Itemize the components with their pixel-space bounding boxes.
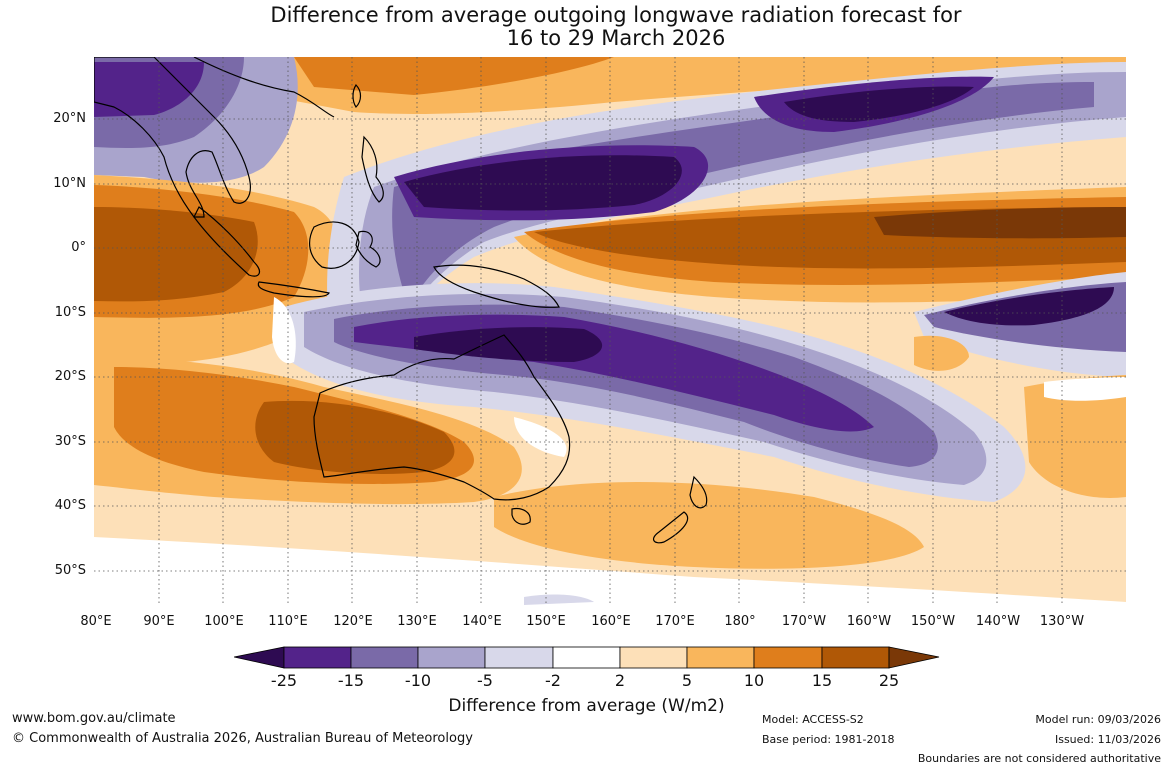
- colorbar-tick-m2: -2: [545, 671, 561, 690]
- borneo-coastline: [308, 221, 360, 269]
- north-australia-darkest: [414, 327, 603, 362]
- lon-label-100e: 100°E: [204, 614, 244, 629]
- lon-label-140w: 140°W: [975, 614, 1021, 629]
- colorbar-tick-2: 2: [614, 671, 626, 690]
- colorbar: [234, 646, 940, 669]
- colorbar-swatch-above-25: [888, 646, 940, 669]
- lon-label-80e: 80°E: [80, 614, 112, 629]
- lat-label-40s: 40°S: [54, 498, 86, 513]
- white-patch-1: [272, 297, 296, 364]
- model-name: Model: ACCESS-S2: [762, 713, 864, 726]
- olr-anomaly-map: [94, 57, 1126, 605]
- colorbar-swatch-10-15: [753, 646, 823, 669]
- colorbar-swatch-15-10: [350, 646, 419, 669]
- lon-label-130e: 130°E: [397, 614, 437, 629]
- lat-label-20n: 20°N: [53, 111, 86, 126]
- australia-coastline: [313, 334, 571, 501]
- lat-label-50s: 50°S: [54, 563, 86, 578]
- new-zealand-coastline: [652, 475, 708, 544]
- lat-label-10s: 10°S: [54, 305, 86, 320]
- lon-label-170e: 170°E: [655, 614, 695, 629]
- lon-label-140e: 140°E: [462, 614, 502, 629]
- colorbar-tick-5: 5: [681, 671, 693, 690]
- lon-label-170w: 170°W: [781, 614, 827, 629]
- southeast-asia-coastline: [94, 57, 251, 218]
- lon-label-120e: 120°E: [333, 614, 373, 629]
- colorbar-tick-10: 10: [743, 671, 765, 690]
- colorbar-tick-m5: -5: [477, 671, 493, 690]
- colorbar-tick-25: 25: [878, 671, 900, 690]
- colorbar-swatch-2-2: [552, 646, 621, 669]
- lat-label-20s: 20°S: [54, 369, 86, 384]
- map-canvas: [94, 57, 1126, 605]
- base-period: Base period: 1981-2018: [762, 733, 895, 746]
- colorbar-swatch-5-2: [484, 646, 554, 669]
- lon-label-150e: 150°E: [526, 614, 566, 629]
- philippines-coastline: [361, 135, 384, 203]
- white-patch-2: [514, 417, 567, 457]
- new-guinea-coastline: [433, 264, 560, 308]
- colorbar-tick-m10: -10: [404, 671, 432, 690]
- tasman-orange: [494, 482, 924, 569]
- equatorial-darkest-brown: [874, 207, 1126, 239]
- lon-label-150w: 150°W: [910, 614, 956, 629]
- java-coastline: [257, 281, 330, 298]
- title-line-1: Difference from average outgoing longwav…: [270, 3, 962, 27]
- lon-label-180: 180°: [724, 614, 756, 629]
- map-title: Difference from average outgoing longwav…: [0, 4, 1173, 50]
- colorbar-swatch-below-25: [234, 646, 285, 669]
- colorbar-title: Difference from average (W/m2): [448, 696, 725, 716]
- lat-label-30s: 30°S: [54, 434, 86, 449]
- lon-label-160w: 160°W: [846, 614, 892, 629]
- colorbar-swatch-25-15: [283, 646, 352, 669]
- lon-label-130w: 130°W: [1039, 614, 1085, 629]
- graticule: [94, 57, 1126, 605]
- east-pacific-darkest: [944, 287, 1114, 326]
- lat-label-0: 0°: [71, 240, 86, 255]
- colorbar-swatch-15-25: [821, 646, 890, 669]
- boundaries-disclaimer: Boundaries are not considered authoritat…: [917, 752, 1161, 765]
- model-run-date: Model run: 09/03/2026: [1035, 713, 1161, 726]
- title-line-2: 16 to 29 March 2026: [506, 26, 726, 50]
- west-brown: [94, 207, 258, 302]
- philippine-sea-darkest: [404, 155, 682, 211]
- lon-label-110e: 110°E: [268, 614, 308, 629]
- colorbar-swatch-10-5: [417, 646, 486, 669]
- lat-label-10n: 10°N: [53, 176, 86, 191]
- tasmania-coastline: [511, 507, 531, 525]
- bom-website-link[interactable]: www.bom.gov.au/climate: [12, 711, 176, 726]
- nw-purple-dark: [94, 62, 204, 117]
- north-pacific-darkest: [784, 86, 974, 122]
- colorbar-tick-15: 15: [811, 671, 833, 690]
- fiji-orange-spot: [914, 335, 969, 371]
- lon-label-160e: 160°E: [591, 614, 631, 629]
- north-band-dark-orange: [294, 57, 614, 95]
- colorbar-swatch-2-5: [619, 646, 688, 669]
- sumatra-coastline: [193, 206, 261, 277]
- south-purple-speck: [524, 594, 594, 605]
- equatorial-purple-light: [359, 72, 1126, 357]
- lon-label-90e: 90°E: [143, 614, 175, 629]
- east-orange: [1024, 375, 1126, 498]
- colorbar-tick-m25: -25: [270, 671, 298, 690]
- australia-brown: [255, 400, 455, 474]
- white-patch-3: [1044, 377, 1126, 401]
- equatorial-purple-lightest: [327, 62, 1126, 387]
- issued-date: Issued: 11/03/2026: [1054, 733, 1161, 746]
- taiwan-coastline: [352, 84, 362, 108]
- copyright-notice: © Commonwealth of Australia 2026, Austra…: [12, 731, 473, 746]
- colorbar-swatch-5-10: [686, 646, 755, 669]
- sulawesi-coastline: [355, 230, 381, 268]
- colorbar-tick-m15: -15: [337, 671, 365, 690]
